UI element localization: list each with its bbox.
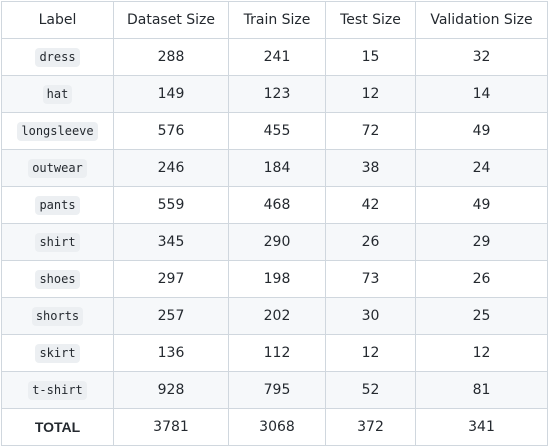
validation-size-cell: 24 bbox=[415, 149, 548, 187]
validation-size-cell: 32 bbox=[415, 38, 548, 76]
label-code: shorts bbox=[31, 306, 84, 326]
label-cell: shoes bbox=[1, 260, 114, 298]
label-code: skirt bbox=[35, 343, 80, 363]
dataset-size-cell: 297 bbox=[113, 260, 229, 298]
train-size-cell: 241 bbox=[228, 38, 326, 76]
total-label-cell: TOTAL bbox=[1, 408, 114, 446]
header-dataset-size: Dataset Size bbox=[113, 1, 229, 39]
dataset-size-cell: 345 bbox=[113, 223, 229, 261]
total-validation-size-cell: 341 bbox=[415, 408, 548, 446]
label-code: t-shirt bbox=[28, 380, 87, 400]
header-validation-size: Validation Size bbox=[415, 1, 548, 39]
validation-size-cell: 49 bbox=[415, 112, 548, 150]
test-size-cell: 15 bbox=[325, 38, 416, 76]
validation-size-cell: 26 bbox=[415, 260, 548, 298]
validation-size-cell: 25 bbox=[415, 297, 548, 335]
table-body: dress 288 241 15 32 hat 149 123 12 14 lo… bbox=[1, 38, 548, 446]
dataset-size-cell: 136 bbox=[113, 334, 229, 372]
table-row: dress 288 241 15 32 bbox=[1, 38, 548, 76]
label-cell: pants bbox=[1, 186, 114, 224]
table-row: t-shirt 928 795 52 81 bbox=[1, 371, 548, 409]
header-row: Label Dataset Size Train Size Test Size … bbox=[1, 1, 548, 39]
total-test-size-cell: 372 bbox=[325, 408, 416, 446]
table-row: shorts 257 202 30 25 bbox=[1, 297, 548, 335]
dataset-size-cell: 288 bbox=[113, 38, 229, 76]
table-header: Label Dataset Size Train Size Test Size … bbox=[1, 1, 548, 39]
train-size-cell: 795 bbox=[228, 371, 326, 409]
test-size-cell: 30 bbox=[325, 297, 416, 335]
train-size-cell: 184 bbox=[228, 149, 326, 187]
test-size-cell: 38 bbox=[325, 149, 416, 187]
label-code: shirt bbox=[35, 232, 80, 252]
test-size-cell: 73 bbox=[325, 260, 416, 298]
dataset-size-cell: 149 bbox=[113, 75, 229, 113]
train-size-cell: 123 bbox=[228, 75, 326, 113]
table-row: shoes 297 198 73 26 bbox=[1, 260, 548, 298]
dataset-size-cell: 928 bbox=[113, 371, 229, 409]
test-size-cell: 12 bbox=[325, 334, 416, 372]
validation-size-cell: 12 bbox=[415, 334, 548, 372]
label-code: longsleeve bbox=[17, 121, 98, 141]
label-cell: dress bbox=[1, 38, 114, 76]
train-size-cell: 468 bbox=[228, 186, 326, 224]
dataset-size-cell: 257 bbox=[113, 297, 229, 335]
label-code: pants bbox=[35, 195, 80, 215]
table-row: pants 559 468 42 49 bbox=[1, 186, 548, 224]
label-code: dress bbox=[35, 47, 80, 67]
table-row: hat 149 123 12 14 bbox=[1, 75, 548, 113]
total-label: TOTAL bbox=[34, 418, 81, 435]
dataset-size-cell: 576 bbox=[113, 112, 229, 150]
header-test-size: Test Size bbox=[325, 1, 416, 39]
label-cell: skirt bbox=[1, 334, 114, 372]
label-cell: shirt bbox=[1, 223, 114, 261]
label-cell: t-shirt bbox=[1, 371, 114, 409]
test-size-cell: 52 bbox=[325, 371, 416, 409]
total-dataset-size-cell: 3781 bbox=[113, 408, 229, 446]
label-code: outwear bbox=[28, 158, 87, 178]
test-size-cell: 26 bbox=[325, 223, 416, 261]
test-size-cell: 72 bbox=[325, 112, 416, 150]
table-row: longsleeve 576 455 72 49 bbox=[1, 112, 548, 150]
label-cell: hat bbox=[1, 75, 114, 113]
train-size-cell: 112 bbox=[228, 334, 326, 372]
total-row: TOTAL 3781 3068 372 341 bbox=[1, 408, 548, 446]
test-size-cell: 12 bbox=[325, 75, 416, 113]
label-cell: shorts bbox=[1, 297, 114, 335]
table-row: shirt 345 290 26 29 bbox=[1, 223, 548, 261]
dataset-size-cell: 559 bbox=[113, 186, 229, 224]
train-size-cell: 290 bbox=[228, 223, 326, 261]
table-row: outwear 246 184 38 24 bbox=[1, 149, 548, 187]
header-train-size: Train Size bbox=[228, 1, 326, 39]
label-cell: longsleeve bbox=[1, 112, 114, 150]
total-train-size-cell: 3068 bbox=[228, 408, 326, 446]
train-size-cell: 202 bbox=[228, 297, 326, 335]
validation-size-cell: 81 bbox=[415, 371, 548, 409]
label-cell: outwear bbox=[1, 149, 114, 187]
validation-size-cell: 14 bbox=[415, 75, 548, 113]
validation-size-cell: 49 bbox=[415, 186, 548, 224]
label-code: hat bbox=[42, 84, 73, 104]
validation-size-cell: 29 bbox=[415, 223, 548, 261]
train-size-cell: 455 bbox=[228, 112, 326, 150]
header-label: Label bbox=[1, 1, 114, 39]
label-code: shoes bbox=[35, 269, 80, 289]
test-size-cell: 42 bbox=[325, 186, 416, 224]
table-row: skirt 136 112 12 12 bbox=[1, 334, 548, 372]
dataset-size-cell: 246 bbox=[113, 149, 229, 187]
train-size-cell: 198 bbox=[228, 260, 326, 298]
